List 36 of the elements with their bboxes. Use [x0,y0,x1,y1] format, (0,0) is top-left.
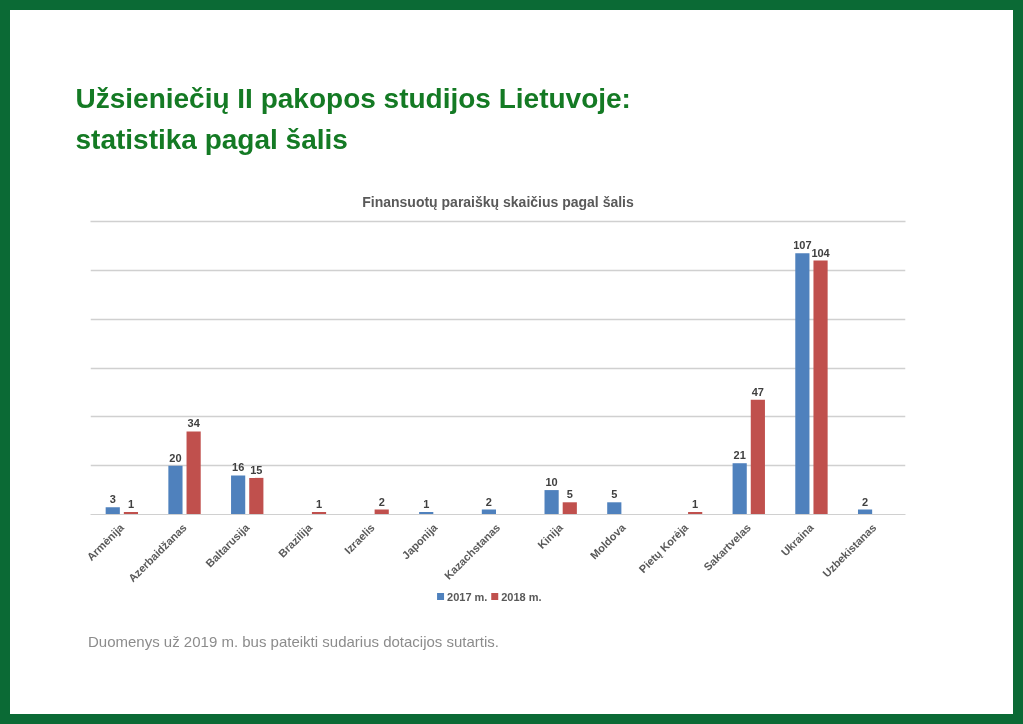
data-label: 5 [566,488,573,501]
data-label: 2 [378,495,385,508]
legend-label: 2018 m. [501,590,542,603]
bar [186,431,201,515]
chart-subtitle: Finansuotų paraiškų skaičius pagal šalis [362,193,634,210]
bar [231,475,246,515]
data-label: 1 [692,498,699,511]
data-label: 1 [127,498,134,511]
data-label: 34 [187,417,201,430]
chart-title: Užsieniečių II pakopos studijos Lietuvoje: statistika pagal šalis [75,82,631,156]
data-label: 2 [485,495,492,508]
data-label: 21 [733,449,746,462]
data-label: 3 [109,493,116,506]
bar [105,507,120,515]
data-label: 20 [169,451,182,464]
text: Duomenys už 2019 m. bus pateikti sudarius dotacijos sutartis. [88,632,500,652]
legend-label: 2017 m. [447,590,488,603]
bar [607,502,622,515]
bar [795,253,810,515]
data-label: 15 [250,463,263,476]
bar [544,490,559,515]
bar [249,477,264,515]
data-label: 47 [751,385,764,398]
bar [750,399,765,515]
bar [813,260,828,515]
bar [562,502,577,515]
data-label: 1 [423,498,430,511]
data-label: 16 [232,461,245,474]
data-label: 5 [611,488,618,501]
bar [732,463,747,515]
data-label: 10 [545,476,558,489]
data-label: 1 [315,498,323,511]
data-label: 104 [811,246,831,259]
data-label: 107 [793,239,812,252]
data-label: 2 [862,495,869,508]
bar [168,465,183,515]
